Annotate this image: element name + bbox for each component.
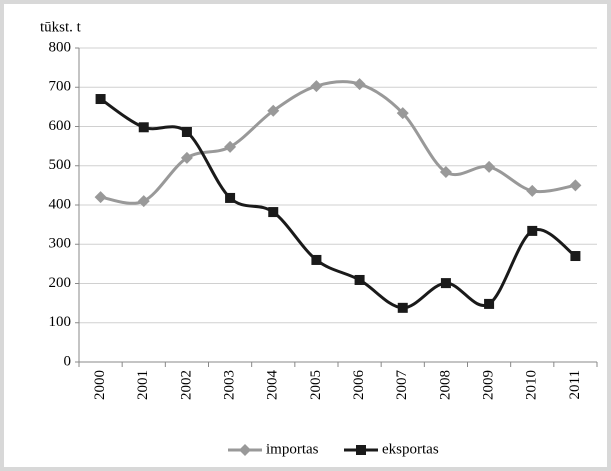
point <box>224 140 237 153</box>
y-tick-label: 600 <box>49 118 72 134</box>
point <box>483 160 496 173</box>
x-tick-label: 2008 <box>437 370 453 400</box>
point <box>440 278 451 289</box>
point <box>239 444 251 456</box>
point <box>95 94 106 105</box>
y-tick-label: 400 <box>49 196 72 212</box>
y-tick-label: 200 <box>49 275 72 291</box>
point <box>94 191 107 204</box>
point <box>526 184 539 197</box>
x-tick-label: 2000 <box>92 370 108 400</box>
point <box>180 151 193 164</box>
point <box>356 445 366 455</box>
point <box>570 251 581 262</box>
legend-label: eksportas <box>382 441 439 457</box>
y-tick-label: 700 <box>49 79 72 95</box>
y-tick-label: 0 <box>64 353 72 369</box>
legend-label: importas <box>266 441 319 457</box>
y-axis-label: tūkst. t <box>40 19 82 35</box>
x-tick-label: 2006 <box>351 370 367 401</box>
point <box>268 207 279 218</box>
point <box>311 254 322 265</box>
point <box>181 126 192 137</box>
x-tick-label: 2004 <box>265 370 281 401</box>
x-tick-label: 2007 <box>394 370 410 401</box>
point <box>569 179 582 192</box>
y-tick-label: 500 <box>49 157 72 173</box>
y-tick-label: 100 <box>49 314 72 330</box>
x-tick-label: 2001 <box>135 370 151 400</box>
x-tick-label: 2010 <box>524 370 540 400</box>
point <box>397 302 408 313</box>
point <box>137 195 150 208</box>
point <box>267 104 280 117</box>
y-tick-label: 300 <box>49 236 72 252</box>
point <box>354 274 365 285</box>
point <box>138 122 149 133</box>
point <box>310 80 323 93</box>
point <box>439 166 452 179</box>
y-tick-label: 800 <box>49 39 72 55</box>
x-tick-label: 2005 <box>308 370 324 400</box>
x-tick-label: 2009 <box>481 370 497 400</box>
point <box>396 107 409 120</box>
x-tick-label: 2003 <box>222 370 238 400</box>
x-tick-label: 2002 <box>178 370 194 400</box>
point <box>527 225 538 236</box>
point <box>353 78 366 91</box>
point <box>225 192 236 203</box>
x-tick-label: 2011 <box>567 370 583 399</box>
point <box>484 298 495 309</box>
